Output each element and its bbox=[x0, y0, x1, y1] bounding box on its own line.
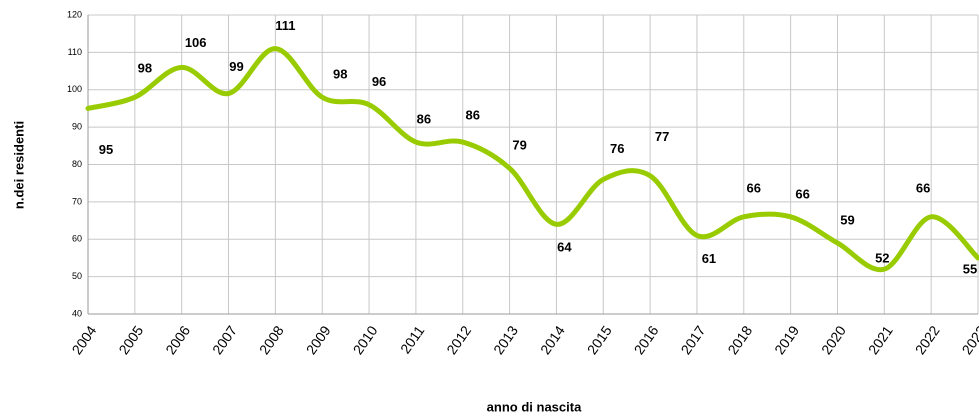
data-label: 86 bbox=[417, 112, 431, 127]
y-tick-label: 100 bbox=[67, 84, 82, 94]
x-tick-label: 2017 bbox=[677, 323, 708, 358]
x-tick-label: 2016 bbox=[631, 323, 662, 358]
x-tick-label: 2014 bbox=[537, 323, 568, 358]
data-label: 98 bbox=[138, 61, 152, 76]
x-tick-label: 2018 bbox=[724, 323, 755, 358]
x-tick-label: 2015 bbox=[584, 323, 615, 358]
x-tick-label: 2012 bbox=[443, 323, 474, 358]
line bbox=[85, 46, 979, 273]
data-label: 66 bbox=[747, 180, 761, 195]
x-tick-label: 2009 bbox=[303, 323, 334, 358]
data-label: 106 bbox=[185, 35, 207, 50]
x-tick-label: 2023 bbox=[959, 323, 979, 358]
data-label: 86 bbox=[466, 108, 480, 123]
data-label: 77 bbox=[655, 129, 669, 144]
data-label: 76 bbox=[610, 141, 624, 156]
y-tick-label: 120 bbox=[67, 9, 82, 19]
x-tick-label: 2010 bbox=[350, 323, 381, 358]
x-tick-label: 2013 bbox=[490, 323, 521, 358]
x-tick-label: 2004 bbox=[69, 323, 100, 358]
data-label: 64 bbox=[557, 240, 572, 255]
y-tick-label: 50 bbox=[72, 271, 82, 281]
data-label: 99 bbox=[229, 59, 243, 74]
x-axis-label: anno di nascita bbox=[487, 399, 582, 414]
data-label: 96 bbox=[372, 74, 386, 89]
y-tick-label: 90 bbox=[72, 122, 82, 132]
data-label: 66 bbox=[795, 186, 809, 201]
data-label: 79 bbox=[512, 138, 526, 153]
x-tick-label: 2011 bbox=[397, 322, 427, 356]
x-tick-label: 2020 bbox=[818, 323, 849, 358]
x-tick-label: 2006 bbox=[162, 323, 193, 358]
x-tick-label: 2022 bbox=[912, 323, 943, 358]
x-tick-label: 2005 bbox=[115, 323, 146, 358]
y-tick-label: 70 bbox=[72, 196, 82, 206]
y-tick-label: 60 bbox=[72, 234, 82, 244]
y-tick-label: 110 bbox=[68, 47, 82, 57]
data-label: 98 bbox=[333, 67, 347, 82]
data-label: 52 bbox=[875, 251, 889, 266]
y-axis-label: n.dei residenti bbox=[11, 121, 26, 209]
data-label: 95 bbox=[99, 142, 113, 157]
x-tick-label: 2019 bbox=[771, 323, 802, 358]
data-label: 61 bbox=[702, 251, 716, 266]
x-tick-label: 2007 bbox=[209, 323, 240, 358]
data-label: 66 bbox=[916, 180, 930, 195]
y-tick-label: 40 bbox=[72, 308, 82, 318]
x-tick-label: 2008 bbox=[256, 323, 287, 358]
y-tick-label: 80 bbox=[72, 159, 82, 169]
data-label: 111 bbox=[275, 18, 295, 33]
data-label: 55 bbox=[963, 261, 977, 276]
data-label: 59 bbox=[840, 212, 854, 227]
x-tick-label: 2021 bbox=[865, 323, 896, 358]
